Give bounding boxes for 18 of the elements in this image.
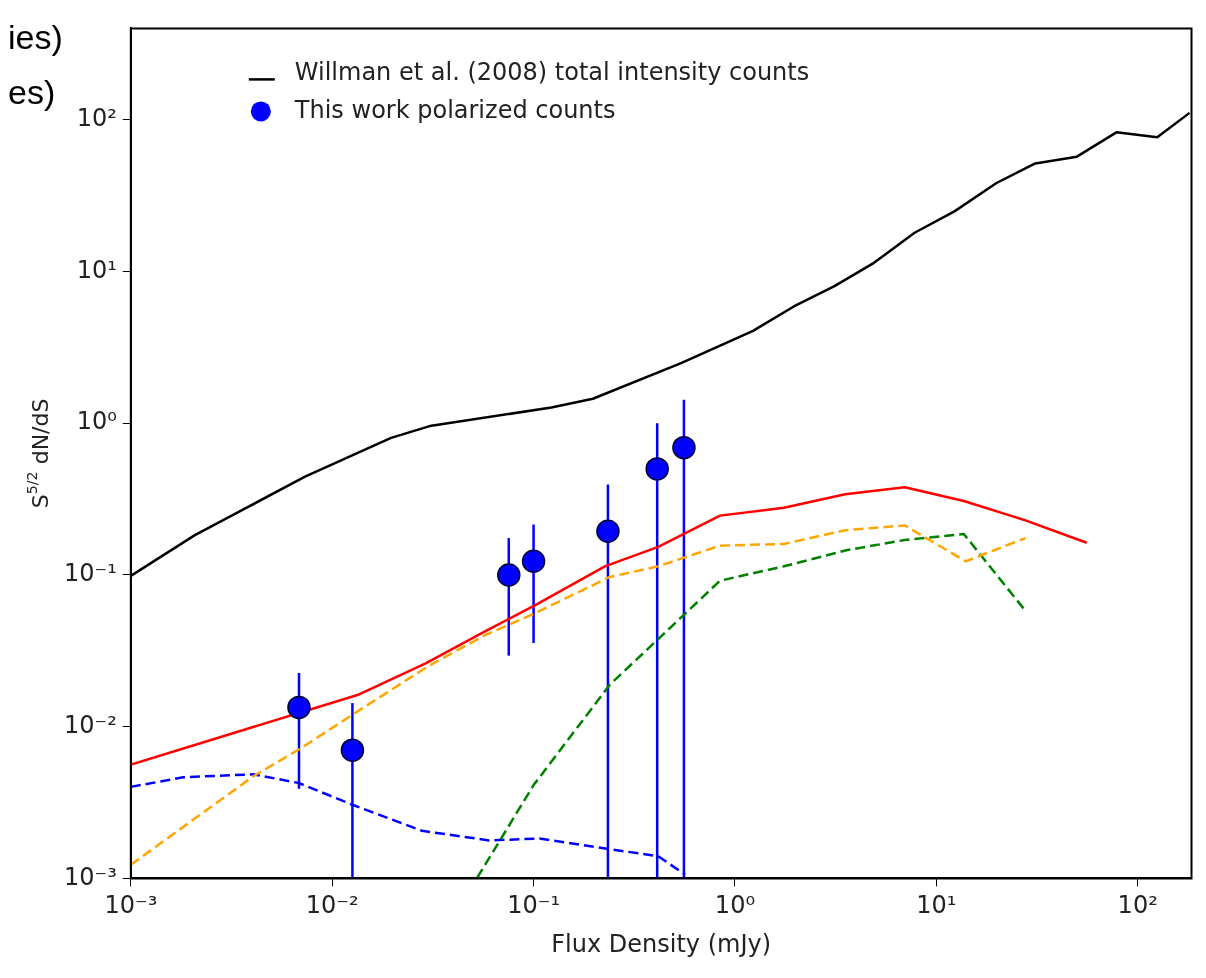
x-tick-label: 10¹: [916, 891, 957, 920]
legend-label: This work polarized counts: [293, 95, 616, 124]
y-tick-label: 10¹: [76, 255, 117, 284]
y-tick-label: 10²: [76, 103, 117, 132]
x-tick-label: 10⁻³: [104, 891, 158, 920]
x-tick-label: 10⁻¹: [507, 891, 560, 920]
y-axis-title: S5/2 dN/dS: [24, 398, 53, 509]
y-tick-label: 10⁰: [76, 407, 117, 436]
text: es): [8, 73, 56, 112]
x-axis-title: Flux Density (mJy): [551, 929, 772, 958]
x-tick-label: 10²: [1117, 891, 1158, 920]
y-tick-label: 10⁻²: [64, 710, 117, 739]
x-tick-label: 10⁻²: [305, 891, 359, 920]
y-tick-label: 10⁻¹: [64, 559, 117, 588]
text: ies): [8, 18, 63, 57]
y-tick-label: 10⁻³: [64, 862, 117, 891]
legend-label: Willman et al. (2008) total intensity counts: [294, 57, 810, 86]
x-tick-label: 10⁰: [714, 891, 756, 920]
